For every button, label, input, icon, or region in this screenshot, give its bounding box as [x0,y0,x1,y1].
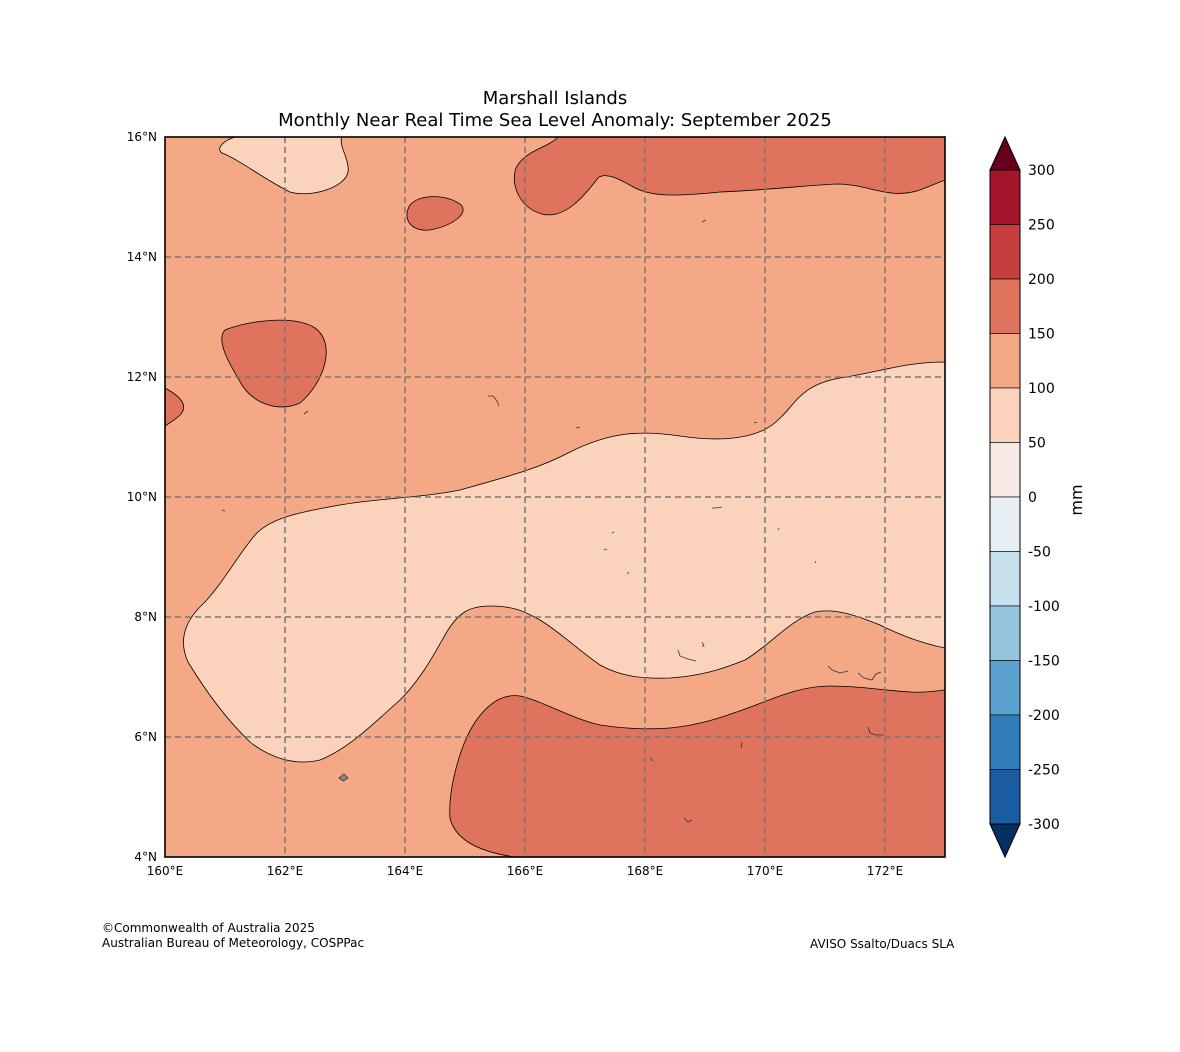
longitude-tick-label: 172°E [867,864,904,878]
island-marker [488,395,500,407]
colorbar-segment [989,169,1021,225]
island-marker [575,426,581,429]
island-marker [611,531,615,534]
island-marker [677,649,697,662]
data-source-credit: AVISO Ssalto/Duacs SLA [810,937,955,951]
colorbar-tick-label: 50 [1028,436,1046,452]
anomaly-region-150-200 [513,137,945,216]
longitude-tick-label: 170°E [747,864,784,878]
anomaly-region-150-200 [221,319,327,408]
anomaly-region-150-200 [165,387,185,427]
colorbar-segment [989,769,1021,825]
colorbar-under-triangle [989,823,1021,859]
colorbar-segment [989,605,1021,661]
latitude-tick-label: 12°N [127,370,157,384]
colorbar: 300 250 200 150 100 50 0 -50 -100 -150 -200 -250 -30… [989,135,1060,859]
island-marker [740,741,743,749]
map-gridlines: 160°E 162°E 164°E 166°E 168°E 170°E 172°E 4°N 6°… [127,130,945,878]
copyright-line2: Australian Bureau of Meteorology, COSPPa… [102,936,365,950]
colorbar-tick-label: 200 [1028,272,1055,288]
longitude-tick-label: 160°E [147,864,184,878]
island-marker [701,219,707,223]
island-marker [712,506,723,509]
island-marker [649,757,654,762]
map-title: Marshall Islands [482,88,628,109]
colorbar-over-triangle [989,135,1021,171]
colorbar-tick-label: 300 [1028,163,1055,179]
latitude-tick-label: 4°N [134,850,157,864]
colorbar-segment [989,224,1021,280]
longitude-tick-label: 168°E [627,864,664,878]
colorbar-tick-label: -300 [1028,817,1060,833]
anomaly-region-150-200 [406,196,464,231]
colorbar-segment [989,551,1021,607]
colorbar-frame [989,169,1021,825]
island-marker [626,571,630,575]
island-marker [827,665,849,674]
island-marker [303,410,309,415]
colorbar-segment [989,387,1021,443]
latitude-tick-label: 16°N [127,130,157,144]
colorbar-tick-label: -200 [1028,708,1060,724]
colorbar-segment [989,333,1021,389]
latitude-tick-label: 14°N [127,250,157,264]
anomaly-region-50-100 [219,137,349,195]
island-marker [867,726,884,736]
latitude-tick-label: 6°N [134,730,157,744]
colorbar-segment [989,496,1021,552]
island-marker [603,548,608,551]
colorbar-segment [989,660,1021,716]
colorbar-segment [989,714,1021,770]
longitude-tick-label: 166°E [507,864,544,878]
colorbar-tick-label: -100 [1028,599,1060,615]
anomaly-region-150-200 [449,685,945,857]
colorbar-segment [989,442,1021,498]
colorbar-tick-label: 150 [1028,327,1055,343]
colorbar-tick-label: -150 [1028,654,1060,670]
island-marker [338,773,349,782]
longitude-tick-label: 162°E [267,864,304,878]
island-marker [753,421,758,424]
map-frame [164,136,946,858]
island-marker [701,641,705,647]
colorbar-tick-label: -50 [1028,545,1051,561]
island-marker [814,560,817,564]
colorbar-unit-label: mm [1067,484,1086,515]
colorbar-segment [989,278,1021,334]
colorbar-tick-label: 0 [1028,490,1037,506]
latitude-tick-label: 10°N [127,490,157,504]
map-subtitle: Monthly Near Real Time Sea Level Anomaly… [278,110,832,131]
latitude-tick-label: 8°N [134,610,157,624]
colorbar-tick-label: -250 [1028,763,1060,779]
colorbar-tick-label: 100 [1028,381,1055,397]
island-marker [221,509,226,512]
anomaly-region-50-100 [183,361,945,763]
longitude-tick-label: 164°E [387,864,424,878]
island-coastlines [221,219,884,823]
copyright-line1: ©Commonwealth of Australia 2025 [102,921,315,935]
island-marker [683,817,693,823]
colorbar-tick-label: 250 [1028,218,1055,234]
island-marker [777,527,780,531]
island-marker [857,671,882,681]
